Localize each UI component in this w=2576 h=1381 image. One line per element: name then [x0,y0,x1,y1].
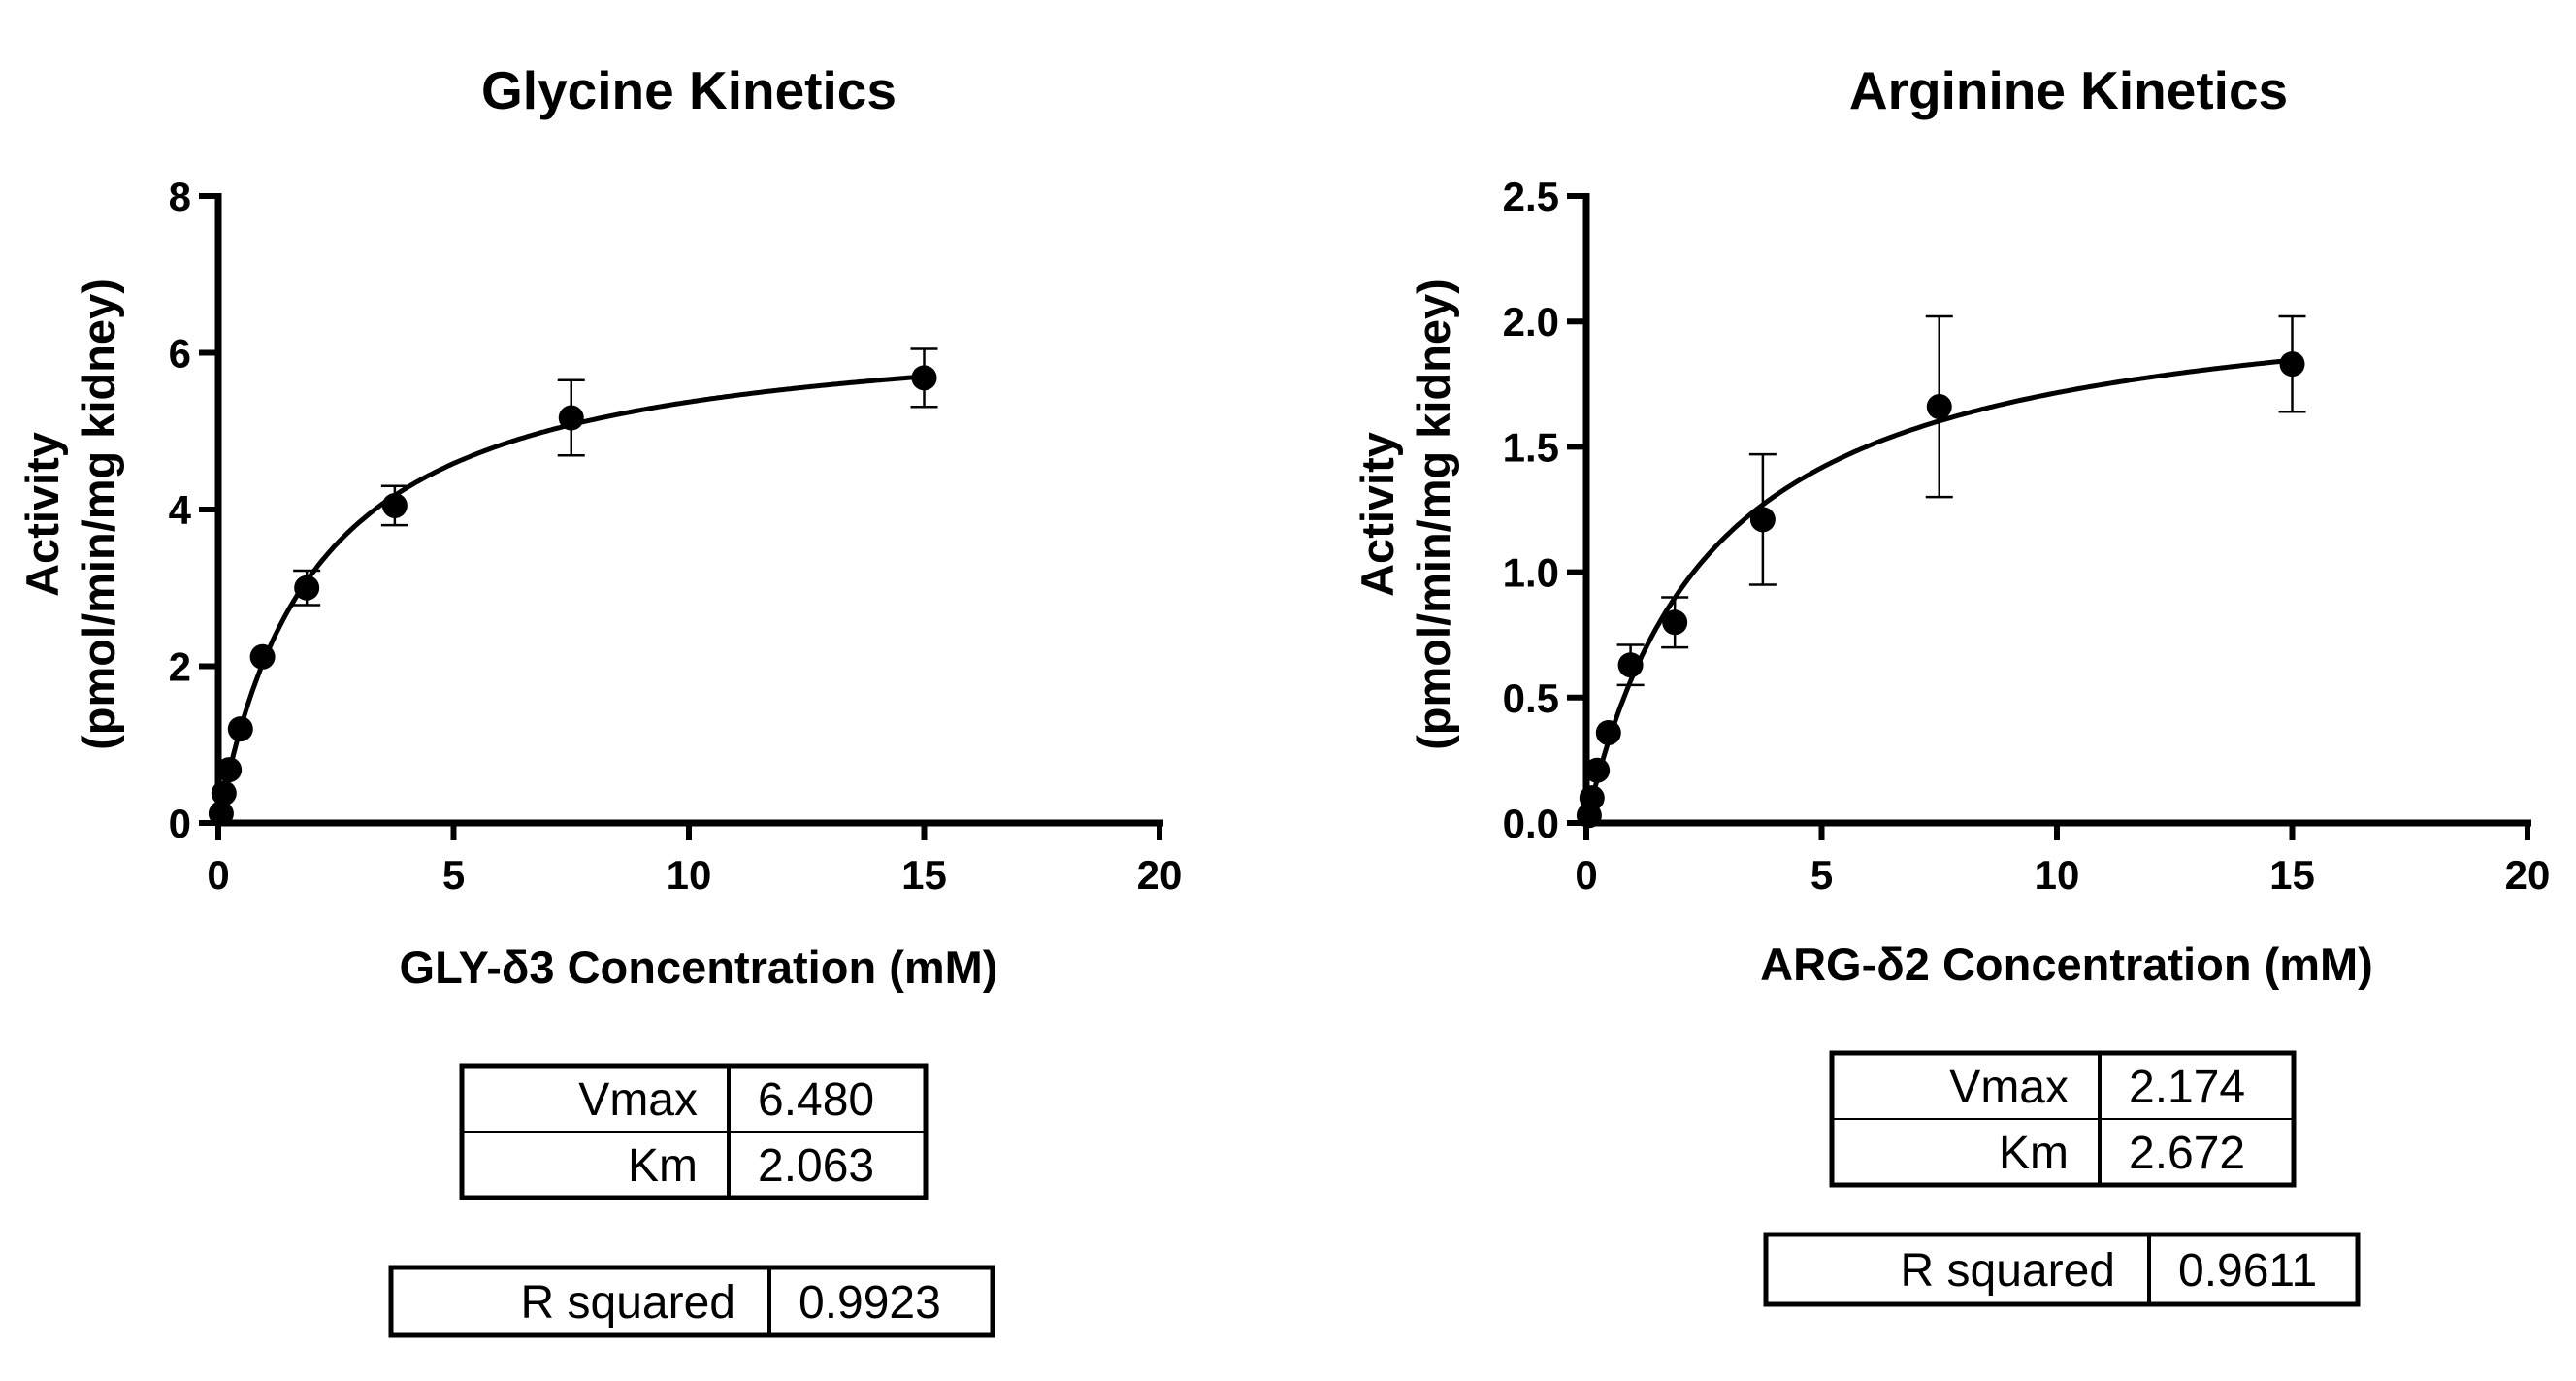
chart-2-y-tick-label: 0.5 [1503,675,1559,721]
chart-1-x-tick-label: 10 [667,852,712,898]
chart-1-y-axis-unit-label: (pmol/min/mg kidney) [73,279,124,750]
chart-2-x-tick-label: 15 [2269,852,2315,898]
chart-1-data-point [249,643,276,670]
chart-2-r2-label: R squared [1901,1245,2115,1297]
chart-1-y-axis-label: Activity [16,432,68,597]
chart-2-param-name: Vmax [1949,1062,2069,1113]
chart-2-data-point [1749,507,1776,533]
chart-1-r2-table [388,1265,995,1338]
chart-1-x-axis-label: GLY-δ3 Concentration (mM) [400,941,998,993]
chart-2-data-point [1662,609,1688,636]
chart-2-param-name: Km [1999,1128,2069,1179]
chart-2-data-point [2279,351,2305,378]
chart-1-y-tick-label: 0 [169,801,191,846]
chart-1-r2-value: 0.9923 [799,1277,941,1329]
chart-2-r2-value: 0.9611 [2178,1245,2317,1297]
chart-2-data-point [1926,394,1952,420]
chart-2-x-tick-label: 10 [2035,852,2080,898]
chart-2-param-value: 2.672 [2129,1128,2245,1179]
chart-2-x-tick-label: 5 [1810,852,1833,898]
chart-1-y-tick-label: 8 [169,174,191,219]
chart-1-param-name: Km [628,1140,698,1192]
chart-1-title: Glycine Kinetics [481,60,897,120]
chart-2-param-value: 2.174 [2129,1062,2245,1113]
chart-2-data-point [1595,719,1621,745]
chart-1-r2-label: R squared [521,1277,735,1329]
chart-2-title: Arginine Kinetics [1849,60,2288,120]
chart-1-param-value: 2.063 [758,1140,874,1192]
chart-2-y-tick-label: 1.5 [1503,424,1559,470]
chart-1-data-point [216,757,243,783]
chart-2-x-tick-label: 0 [1575,852,1597,898]
chart-1-param-value: 6.480 [758,1074,874,1126]
chart-2-y-axis-label: Activity [1352,432,1403,597]
chart-2-y-axis-unit-label: (pmol/min/mg kidney) [1408,279,1459,750]
chart-2-x-tick-label: 20 [2505,852,2551,898]
chart-1-data-point [227,716,253,742]
chart-1-x-tick-label: 0 [207,852,229,898]
chart-1-x-tick-label: 5 [442,852,465,898]
chart-2-data-point [1617,652,1644,678]
chart-1-param-name: Vmax [578,1074,698,1126]
chart-1-y-tick-label: 6 [169,331,191,377]
chart-2-y-tick-label: 1.0 [1503,550,1559,596]
chart-2: Arginine Kinetics 0 5 10 15 20 0.0 0.5 1.0 1.5 2.0… [1352,60,2551,1307]
chart-1-y-tick-label: 2 [169,644,191,690]
chart-2-y-tick-label: 2.5 [1503,174,1559,219]
chart-1-data-point [381,492,408,518]
chart-1-x-tick-label: 15 [901,852,947,898]
chart-1-data-point [558,405,584,431]
chart-2-y-tick-label: 0.0 [1503,801,1559,846]
chart-1: Glycine Kinetics 0 5 10 15 20 0 2 4 6 8 GLY-δ3 Conc… [16,60,1183,1338]
chart-2-y-tick-label: 2.0 [1503,299,1559,345]
chart-2-data-point [1584,757,1611,783]
chart-1-x-tick-label: 20 [1137,852,1183,898]
chart-1-data-point [911,365,937,391]
chart-1-data-point [294,575,320,601]
chart-2-r2-table [1763,1232,2361,1307]
chart-2-data-point [1579,785,1605,811]
chart-1-y-tick-label: 4 [169,487,192,533]
chart-2-x-axis-label: ARG-δ2 Concentration (mM) [1760,938,2373,990]
chart-1-data-point [208,801,234,827]
chart-1-data-point [211,780,237,806]
